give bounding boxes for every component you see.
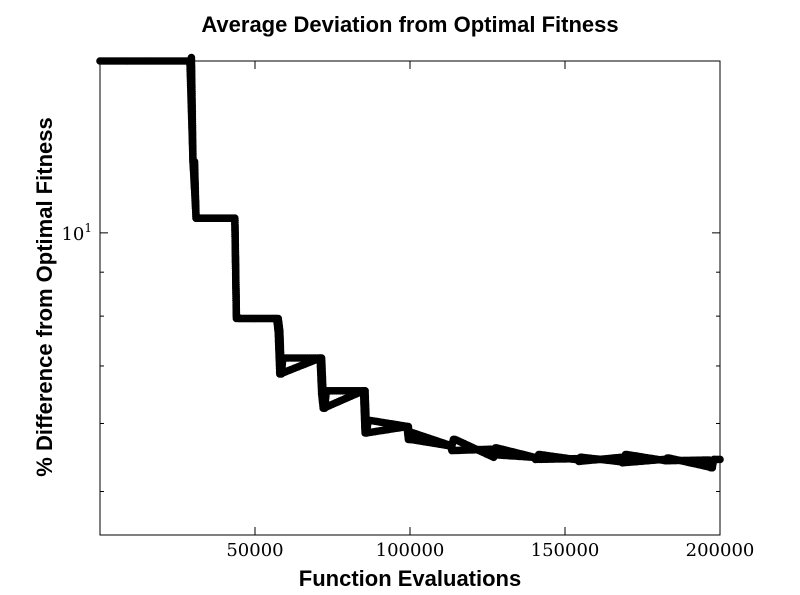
series-line xyxy=(189,57,713,469)
y-axis-label: % Difference from Optimal Fitness xyxy=(32,117,57,476)
x-tick-label: 50000 xyxy=(226,540,283,561)
y-tick-label: 101 xyxy=(61,221,92,245)
chart-title: Average Deviation from Optimal Fitness xyxy=(201,12,618,37)
x-tick-label: 150000 xyxy=(531,540,600,561)
data-series xyxy=(96,53,724,472)
x-tick-label: 100000 xyxy=(376,540,445,561)
plot-frame xyxy=(99,60,721,536)
x-tick-label: 200000 xyxy=(686,540,755,561)
data-point xyxy=(708,463,717,472)
x-axis-label: Function Evaluations xyxy=(299,566,521,591)
axis-tick-labels: 50000 100000 150000 200000 101 xyxy=(61,221,754,561)
axis-ticks xyxy=(100,61,721,535)
